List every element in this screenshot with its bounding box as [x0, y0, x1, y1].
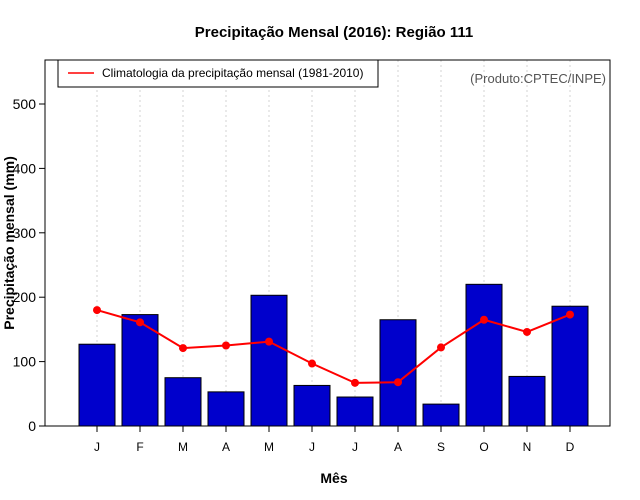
legend-label: Climatologia da precipitação mensal (198…: [102, 66, 363, 80]
climatology-line: [93, 306, 574, 387]
climatology-point-7: [394, 378, 402, 387]
climatology-point-8: [437, 343, 445, 352]
climatology-point-5: [308, 359, 316, 368]
x-tick-label-11: D: [566, 440, 575, 454]
bar-5: [293, 384, 331, 427]
bar-2: [164, 377, 202, 427]
climatology-point-6: [351, 378, 359, 387]
bars: [78, 283, 589, 427]
y-axis-label: Precipitação mensal (mm): [1, 156, 17, 330]
x-tick-label-4: M: [264, 440, 274, 454]
y-tick-label-200: 200: [13, 289, 37, 305]
chart-title: Precipitação Mensal (2016): Região 111: [195, 24, 473, 41]
legend: Climatologia da precipitação mensal (198…: [57, 59, 379, 88]
y-axis: 0 100 200 300 400 500: [13, 96, 46, 434]
x-axis-label: Mês: [320, 470, 347, 486]
x-tick-label-7: A: [394, 440, 402, 454]
climatology-point-10: [523, 327, 531, 336]
x-tick-label-1: F: [136, 440, 143, 454]
bar-8: [422, 403, 460, 427]
x-tick-label-0: J: [94, 440, 100, 454]
climatology-point-3: [222, 341, 230, 350]
bar-6: [336, 396, 374, 427]
climatology-polyline: [96, 309, 571, 384]
climatology-point-11: [566, 310, 574, 319]
x-tick-label-9: O: [479, 440, 488, 454]
x-tick-label-8: S: [437, 440, 445, 454]
legend-box: [57, 59, 379, 88]
bar-4: [250, 294, 288, 427]
bar-1: [121, 314, 159, 427]
y-tick-label-100: 100: [13, 354, 37, 370]
bar-9: [465, 283, 503, 427]
x-tick-label-2: M: [178, 440, 188, 454]
climatology-point-0: [93, 306, 101, 315]
x-tick-label-5: J: [309, 440, 315, 454]
bar-0: [78, 343, 116, 427]
bar-10: [508, 375, 546, 427]
bar-11: [551, 305, 589, 427]
climatology-point-1: [136, 318, 144, 327]
climatology-point-2: [179, 344, 187, 353]
y-tick-label-300: 300: [13, 225, 37, 241]
x-tick-label-3: A: [222, 440, 230, 454]
y-tick-label-500: 500: [13, 96, 37, 112]
climatology-point-4: [265, 337, 273, 346]
bar-3: [207, 391, 245, 427]
x-tick-label-6: J: [352, 440, 358, 454]
source-note: (Produto:CPTEC/INPE): [470, 71, 606, 86]
climatology-point-9: [480, 315, 488, 324]
x-tick-label-10: N: [523, 440, 532, 454]
y-tick-label-0: 0: [28, 418, 36, 434]
y-tick-label-400: 400: [13, 160, 37, 176]
